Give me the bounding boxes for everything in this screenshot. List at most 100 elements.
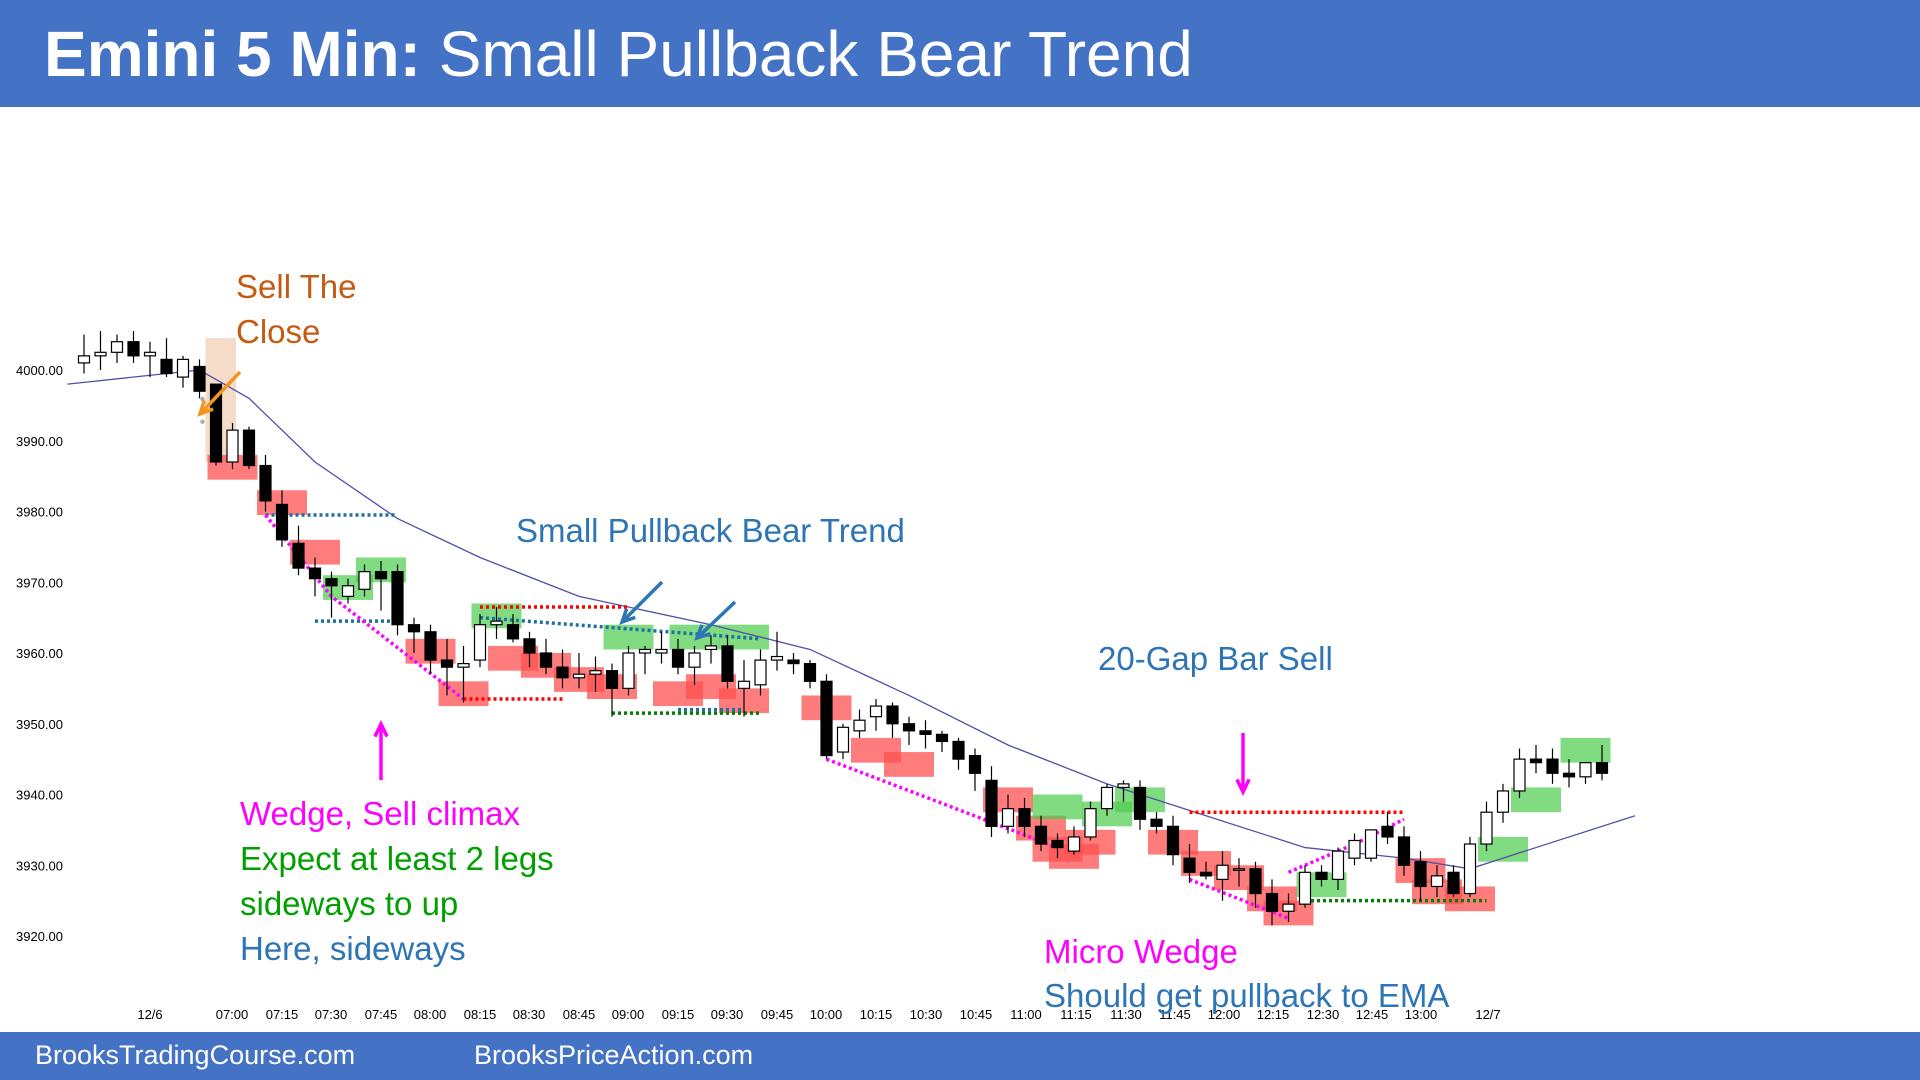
x-tick-label: 11:15 [1060, 1007, 1092, 1022]
bear-candle [1414, 861, 1427, 888]
bull-candle [1579, 762, 1592, 778]
x-tick-label: 07:45 [365, 1007, 398, 1022]
x-tick-label: 09:15 [662, 1007, 695, 1022]
x-tick-label: 12:45 [1356, 1007, 1389, 1022]
x-tick-label: 12/7 [1475, 1007, 1500, 1022]
bear-candle [539, 652, 553, 668]
y-tick-label: 3930.00 [16, 858, 63, 873]
y-tick-label: 3940.00 [16, 788, 63, 803]
bear-candle [325, 578, 338, 587]
bull-candle [176, 358, 190, 378]
bear-candle [391, 571, 404, 626]
bull-candle [737, 680, 751, 689]
bear-candle [820, 680, 833, 757]
bull-candle [655, 648, 668, 654]
y-tick-label: 3960.00 [16, 646, 63, 661]
pullback-arrow-right-head [694, 624, 711, 641]
x-tick-label: 08:45 [563, 1007, 596, 1022]
bull-candle [1216, 864, 1229, 880]
bull-candle [1331, 850, 1345, 880]
bear-candle [193, 365, 206, 392]
gap-dot-marker [200, 419, 205, 424]
x-tick-label: 10:30 [910, 1007, 943, 1022]
bear-bar-box [884, 752, 934, 777]
x-tick-label: 10:15 [860, 1007, 893, 1022]
bear-candle [1315, 871, 1328, 881]
x-tick-label: 12:30 [1307, 1007, 1340, 1022]
bear-candle [1166, 825, 1180, 856]
bull-candle [572, 673, 586, 679]
x-tick-label: 07:00 [216, 1007, 249, 1022]
bull-candle [110, 341, 124, 353]
bull-candle [457, 663, 470, 668]
bear-candle [308, 567, 322, 580]
bear-candle [721, 645, 734, 682]
bull-candle [473, 624, 487, 661]
x-tick-label: 12/6 [137, 1007, 162, 1022]
x-tick-label: 10:45 [960, 1007, 993, 1022]
bear-candle [1249, 868, 1262, 895]
bear-candle [440, 659, 454, 668]
y-tick-label: 3990.00 [16, 434, 63, 449]
x-tick-label: 11:30 [1110, 1007, 1142, 1022]
dotted-trend-line [479, 615, 761, 641]
bull-candle [869, 705, 883, 718]
annotation-micro-wedge: Micro Wedge [1044, 933, 1238, 970]
page-title: Emini 5 Min: Small Pullback Bear Trend [44, 18, 1193, 90]
bear-candle [1133, 786, 1147, 820]
bear-candle [1034, 825, 1048, 845]
bull-candle [1298, 871, 1312, 905]
x-tick-label: 10:00 [810, 1007, 843, 1022]
sell-the-close-arrow [198, 370, 242, 416]
x-tick-label: 09:45 [761, 1007, 794, 1022]
bear-candle [160, 358, 173, 375]
pullback-arrow-left [620, 580, 664, 624]
bear-candle [1546, 758, 1559, 774]
bull-candle [770, 655, 784, 661]
bear-candle [1150, 818, 1163, 827]
x-tick-label: 07:15 [266, 1007, 299, 1022]
bull-candle [1282, 903, 1295, 912]
bear-candle [1199, 871, 1213, 877]
bull-candle [688, 652, 701, 668]
bull-candle [226, 429, 239, 463]
bear-candle [952, 740, 965, 760]
candlestick-chart: 4000.00 3990.00 3980.00 3970.00 3960.00 3950.… [16, 331, 1636, 1022]
bear-candle [605, 670, 619, 689]
bull-candle [1100, 786, 1114, 810]
bull-candle [1364, 829, 1378, 859]
title-rest: Small Pullback Bear Trend [420, 18, 1193, 90]
bull-candle [341, 585, 355, 597]
bull-candle [836, 726, 850, 753]
y-tick-label: 3950.00 [16, 717, 63, 732]
bear-candle [935, 733, 949, 743]
annotation-20-gap-bar-sell: 20-Gap Bar Sell [1098, 640, 1333, 677]
bull-candle [853, 719, 866, 732]
bull-candle [1348, 839, 1361, 859]
dotted-trend-line [825, 757, 1059, 850]
x-tick-label: 09:30 [711, 1007, 744, 1022]
bull-bar-box [603, 624, 654, 650]
footer-link-brookstradingcourse[interactable]: BrooksTradingCourse.com [35, 1040, 356, 1070]
bear-candle [902, 723, 916, 732]
bull-candle [754, 659, 767, 686]
gap-dot-marker [200, 396, 205, 402]
bear-candle [1051, 839, 1064, 849]
gap-bar-arrow-down-head [1235, 778, 1251, 797]
pullback-arrow-left-head [619, 608, 636, 625]
annotation-sell-the-close-line2: Close [236, 313, 321, 350]
bear-candle [506, 624, 520, 640]
bear-candle [886, 705, 899, 725]
annotation-wedge-sell-climax: Wedge, Sell climax [240, 795, 521, 832]
bear-candle [1397, 836, 1411, 866]
bear-candle [556, 666, 569, 679]
annotation-small-pullback-bear-trend: Small Pullback Bear Trend [516, 512, 905, 549]
bull-candle [1084, 808, 1097, 838]
bull-candle [490, 620, 503, 626]
bear-candle [374, 571, 388, 580]
bull-candle [77, 355, 91, 364]
footer-link-brookspriceaction[interactable]: BrooksPriceAction.com [474, 1040, 754, 1070]
bear-candle [1381, 825, 1394, 838]
bear-candle [127, 341, 140, 357]
bear-candle [1529, 758, 1543, 764]
